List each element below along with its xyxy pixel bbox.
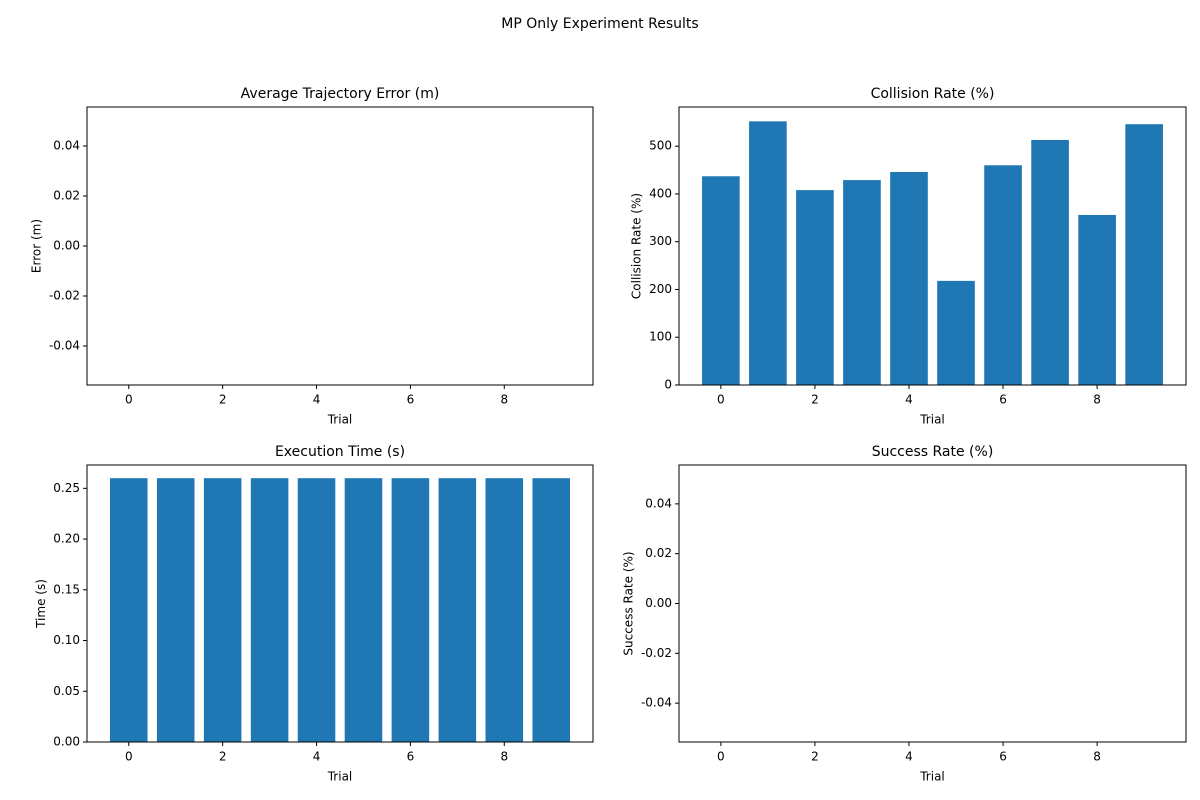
bar [796,190,834,385]
y-tick-label: 0.04 [645,496,672,510]
x-tick-label: 0 [717,750,725,764]
bar [1078,214,1116,385]
y-tick-label: 400 [649,186,672,200]
bar [532,478,570,742]
y-tick-label: 0.10 [53,633,80,647]
y-tick-label: 100 [649,330,672,344]
bar [438,478,477,742]
y-tick-label: 0.00 [53,239,80,253]
x-tick-label: 4 [905,750,913,764]
bar [702,176,740,385]
subplot: Collision Rate (%) Trial Collision Rate (%… [630,86,1187,427]
bar [749,121,787,385]
y-tick-label: 0.02 [645,546,672,560]
y-axis-label: Collision Rate (%) [630,193,644,299]
axes-frame [86,464,594,743]
subplot-title: Collision Rate (%) [871,86,995,102]
y-tick-label: -0.04 [49,339,80,353]
x-tick-label: 4 [905,393,913,407]
y-tick-label: 0.02 [53,189,80,203]
bar [890,171,928,385]
x-tick-label: 6 [407,750,415,764]
bar [984,165,1022,385]
x-axis-label: Trial [919,770,945,784]
y-tick-label: 0.20 [53,532,80,546]
x-tick-label: 6 [407,393,415,407]
x-axis-label: Trial [327,413,353,427]
y-tick-label: 200 [649,282,672,296]
bar [1031,139,1069,385]
axes-frame [86,106,594,386]
x-tick-label: 2 [811,750,819,764]
x-tick-label: 6 [999,750,1007,764]
bar [344,478,383,742]
y-tick-label: 0.05 [53,684,80,698]
x-tick-label: 0 [717,393,725,407]
bar [297,478,336,742]
x-tick-label: 8 [500,393,508,407]
x-tick-label: 8 [1093,750,1101,764]
figure-title: MP Only Experiment Results [501,16,698,32]
bar [391,478,430,742]
x-tick-label: 2 [219,750,227,764]
bar [203,478,242,742]
x-tick-label: 0 [125,393,133,407]
bar [485,478,524,742]
subplot: Success Rate (%) Trial Success Rate (%) 0 2 4… [621,444,1187,784]
bar [156,478,195,742]
x-tick-label: 2 [811,393,819,407]
bar [1125,124,1163,386]
y-tick-label: -0.02 [49,289,80,303]
y-tick-label: 500 [649,139,672,153]
x-tick-label: 2 [219,393,227,407]
axes-frame [678,464,1187,743]
y-tick-label: 0.15 [53,582,80,596]
bar [250,478,289,742]
y-tick-label: 300 [649,234,672,248]
x-tick-label: 0 [125,750,133,764]
y-tick-label: 0.00 [645,596,672,610]
x-tick-label: 6 [999,393,1007,407]
x-tick-label: 8 [500,750,508,764]
y-tick-label: 0.04 [53,139,80,153]
y-tick-label: 0.25 [53,481,80,495]
x-tick-label: 4 [313,750,321,764]
subplot-title: Success Rate (%) [872,444,994,460]
x-axis-label: Trial [327,770,353,784]
subplot-title: Average Trajectory Error (m) [241,86,440,102]
subplot: Average Trajectory Error (m) Trial Error (… [29,86,594,427]
x-tick-label: 4 [313,393,321,407]
y-axis-label: Success Rate (%) [621,551,635,655]
x-tick-label: 8 [1093,393,1101,407]
bar [843,180,881,385]
subplot: Execution Time (s) Trial Time (s) 0 2 4 6 8 0.00… [34,444,594,784]
y-tick-label: -0.04 [641,696,672,710]
y-axis-label: Error (m) [29,219,43,273]
x-axis-label: Trial [919,413,945,427]
y-tick-label: 0.00 [53,735,80,749]
y-tick-label: -0.02 [641,646,672,660]
bar [937,280,975,385]
y-tick-label: 0 [664,378,672,392]
axes-frame [678,106,1187,386]
y-axis-label: Time (s) [34,579,48,629]
subplot-title: Execution Time (s) [275,444,405,460]
bar [110,478,148,742]
